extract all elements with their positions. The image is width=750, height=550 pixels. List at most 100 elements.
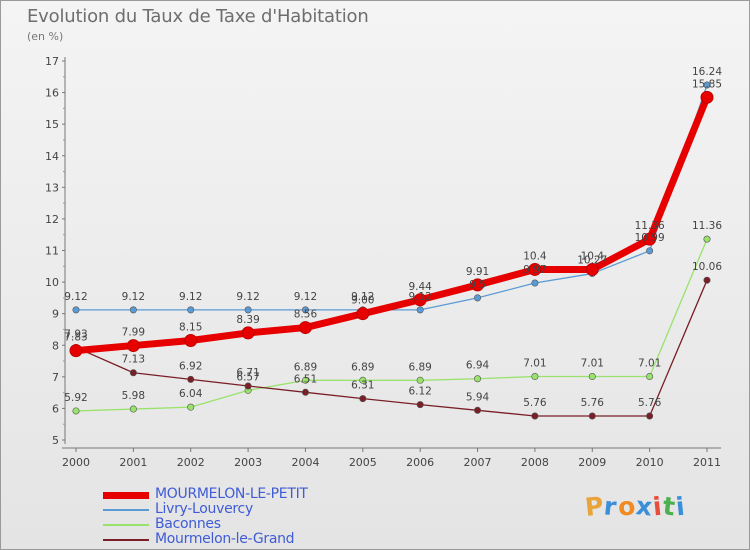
chart-subtitle: (en %) [27,30,64,43]
proxiti-logo: Proxiti [584,491,687,522]
data-label: 6.57 [236,371,259,383]
legend-swatch [103,539,149,541]
data-label: 9.12 [64,291,87,303]
data-point [585,262,599,276]
data-label: 9.12 [294,291,317,303]
x-tick-label: 2000 [62,456,90,469]
x-tick-label: 2010 [636,456,664,469]
data-point [69,344,83,358]
y-tick-label: 14 [45,150,59,163]
x-tick-label: 2011 [693,456,721,469]
data-point [184,334,198,348]
data-label: 7.93 [64,328,87,340]
data-point [703,81,711,89]
data-point [416,401,424,409]
data-label: 7.01 [523,358,546,370]
legend-swatch [103,492,149,499]
data-label: 6.51 [294,373,317,385]
data-point [301,376,309,384]
data-label: 7.01 [638,358,661,370]
data-label: 5.76 [523,397,547,409]
data-label: 5.76 [638,397,662,409]
y-tick-label: 9 [52,308,59,321]
data-label: 10.06 [692,261,722,273]
data-point [244,306,252,314]
y-tick-label: 12 [45,213,59,226]
logo-letter: i [674,491,687,522]
x-tick-label: 2001 [119,456,147,469]
data-point [129,405,137,413]
data-label: 8.15 [179,322,202,334]
data-point [72,306,80,314]
data-label: 9.12 [122,291,145,303]
y-tick-label: 16 [45,87,59,100]
data-point [646,373,654,381]
data-point [474,406,482,414]
data-label: 6.89 [408,361,431,373]
legend-label: Baconnes [155,516,221,532]
data-label: 15.85 [692,78,722,90]
data-label: 5.92 [64,392,87,404]
y-tick-label: 10 [45,276,59,289]
data-label: 6.12 [408,386,431,398]
data-label: 8.39 [236,314,259,326]
y-tick-label: 13 [45,181,59,194]
data-point [703,235,711,243]
data-label: 10.27 [577,255,607,267]
x-tick-label: 2004 [291,456,319,469]
data-point [241,326,255,340]
data-label: 9.12 [408,291,431,303]
x-tick-label: 2009 [578,456,606,469]
data-point [359,395,367,403]
data-point [646,412,654,420]
data-point [531,279,539,287]
data-label: 9.5 [469,279,486,291]
data-label: 5.76 [581,397,605,409]
data-label: 9.12 [236,291,259,303]
data-label: 9.97 [523,264,546,276]
data-point [531,412,539,420]
data-point [474,375,482,383]
data-point [126,339,140,353]
data-point [72,407,80,415]
data-label: 9.12 [179,291,202,303]
data-point [528,262,542,276]
data-point [356,307,370,321]
data-point [129,369,137,377]
data-label: 6.31 [351,380,374,392]
legend-label: MOURMELON-LE-PETIT [155,486,308,502]
data-point [703,276,711,284]
data-label: 6.92 [179,360,202,372]
data-point [588,412,596,420]
data-point [298,321,312,335]
data-point [474,294,482,302]
data-label: 6.71 [236,367,259,379]
data-label: 16.24 [692,66,722,78]
data-point [187,375,195,383]
data-label: 7.01 [581,358,604,370]
data-point [643,232,657,246]
y-tick-label: 5 [52,434,59,447]
x-tick-label: 2003 [234,456,262,469]
y-tick-label: 11 [45,245,59,258]
data-label: 7.99 [122,327,145,339]
x-tick-label: 2005 [349,456,377,469]
y-tick-label: 6 [52,402,59,415]
data-label: 5.94 [466,391,490,403]
data-label: 7.13 [122,354,145,366]
data-label: 10.4 [523,250,547,262]
x-tick-label: 2007 [464,456,492,469]
data-point [129,306,137,314]
data-label: 11.36 [692,220,722,232]
data-point [187,403,195,411]
data-point [531,373,539,381]
y-tick-label: 17 [45,55,59,68]
legend-label: Mourmelon-le-Grand [155,531,295,547]
data-label: 9.12 [351,291,374,303]
series-line [75,238,708,412]
data-label: 6.94 [466,360,490,372]
legend-swatch [103,524,149,526]
data-point [471,278,485,292]
data-label: 9.00 [351,295,374,307]
